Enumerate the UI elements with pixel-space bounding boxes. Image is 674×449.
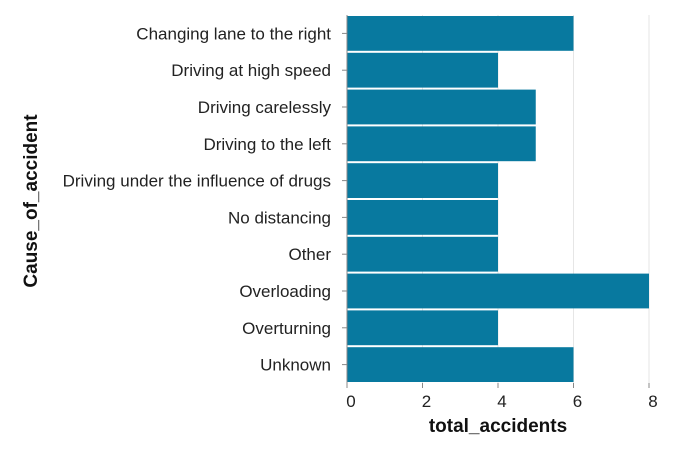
bar	[347, 16, 574, 51]
axes	[346, 15, 348, 383]
category-label: Driving carelessly	[198, 98, 332, 117]
category-label: Overloading	[239, 282, 331, 301]
bar	[347, 236, 498, 272]
y-axis-title: Cause_of_accident	[21, 114, 42, 288]
category-label: No distancing	[228, 208, 331, 227]
category-label: Driving at high speed	[171, 61, 331, 80]
bars	[347, 16, 649, 382]
category-label: Driving to the left	[203, 135, 331, 154]
bar	[347, 52, 498, 88]
bar	[347, 347, 574, 382]
category-labels: Changing lane to the right Driving at hig…	[63, 24, 347, 375]
bar	[347, 163, 498, 198]
category-label: Other	[288, 245, 331, 264]
x-tick-label: 0	[346, 392, 355, 411]
category-label: Driving under the influence of drugs	[63, 172, 331, 191]
bar	[347, 89, 536, 125]
x-tick-label: 8	[648, 392, 657, 411]
x-tick-label: 2	[422, 392, 431, 411]
x-axis-title: total_accidents	[429, 416, 567, 437]
x-tick-label: 6	[573, 392, 582, 411]
bar	[347, 273, 649, 309]
category-label: Overturning	[242, 319, 331, 338]
bar	[347, 126, 536, 162]
bar	[347, 200, 498, 235]
bar	[347, 310, 498, 346]
x-tick-label: 4	[497, 392, 506, 411]
category-label: Unknown	[260, 356, 331, 375]
x-tick-labels: 0 2 4 6 8	[346, 383, 658, 411]
category-label: Changing lane to the right	[136, 24, 331, 43]
